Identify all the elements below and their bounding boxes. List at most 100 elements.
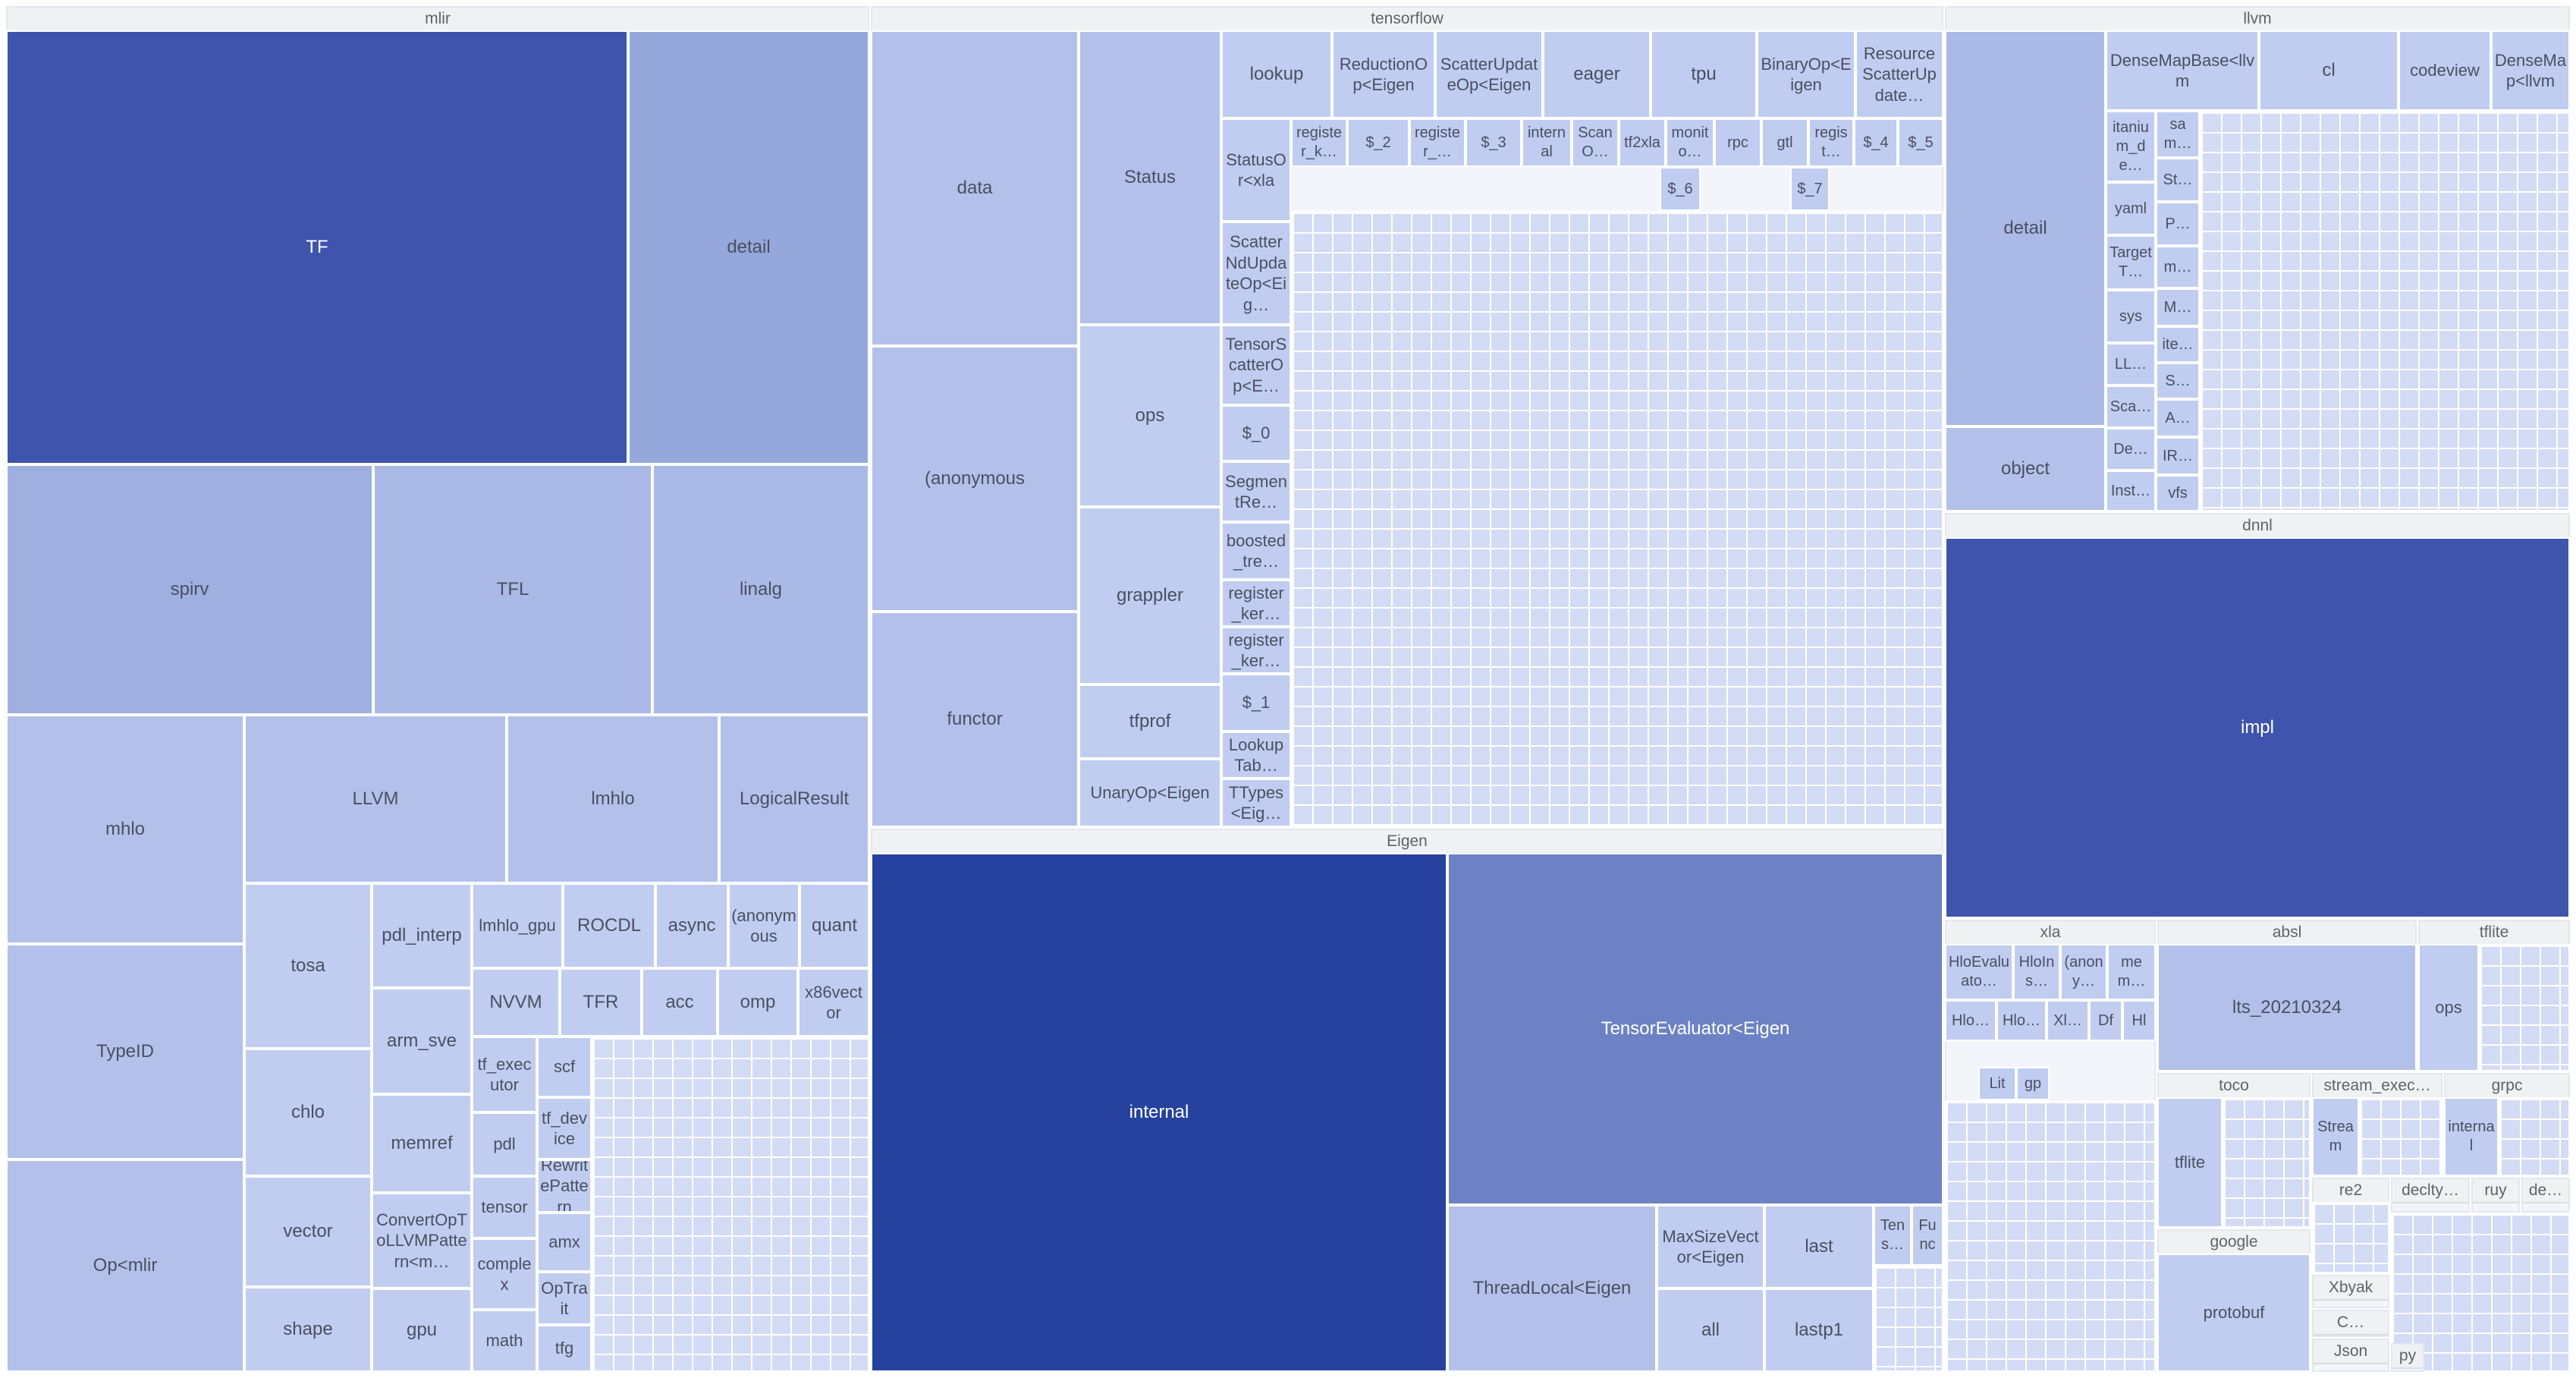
cell-absl-lts[interactable]: lts_20210324 [2157, 944, 2417, 1071]
cell-mlir-optrait[interactable]: OpTrait [537, 1272, 592, 1325]
cell-mlir-linalg[interactable]: linalg [652, 464, 869, 715]
cell-mlir-acc[interactable]: acc [642, 968, 718, 1037]
cell-mlir-op[interactable]: Op<mlir [6, 1159, 244, 1372]
cell-eigen-lastp1[interactable]: lastp1 [1764, 1288, 1874, 1372]
cell-mlir-x86vector[interactable]: x86vector [798, 968, 869, 1037]
cell-mlir-async[interactable]: async [655, 883, 728, 968]
cell-llvm-ll[interactable]: LL… [2106, 343, 2156, 385]
cell-google-protobuf[interactable]: protobuf [2157, 1254, 2311, 1372]
cell-mlir-shape[interactable]: shape [244, 1287, 372, 1372]
cell-xla-hlo2[interactable]: Hlo… [1996, 1000, 2047, 1041]
cell-tf-s3[interactable]: $_3 [1465, 118, 1522, 167]
cell-llvm-p[interactable]: P… [2156, 202, 2200, 246]
cell-tf-regist[interactable]: regist… [1808, 118, 1854, 167]
cell-tf-resourcescatter[interactable]: ResourceScatterUpdate… [1855, 30, 1943, 118]
cell-tf-gtl[interactable]: gtl [1761, 118, 1808, 167]
cell-llvm-densemapbase[interactable]: DenseMapBase<llvm [2106, 30, 2259, 111]
cell-xla-gp[interactable]: gp [2016, 1067, 2050, 1100]
cell-tf-statusor[interactable]: StatusOr<xla [1221, 118, 1291, 222]
cell-tf-scatterupdateop[interactable]: ScatterUpdateOp<Eigen [1435, 30, 1543, 118]
cell-tflite-ops[interactable]: ops [2418, 944, 2479, 1071]
cell-mlir-tensor[interactable]: tensor [472, 1176, 537, 1238]
cell-xla-hloevaluato[interactable]: HloEvaluato… [1945, 944, 2013, 1000]
cell-llvm-inst[interactable]: Inst… [2106, 470, 2156, 511]
cell-mlir-lmhlo-gpu[interactable]: lmhlo_gpu [472, 883, 563, 968]
cell-mlir-tosa[interactable]: tosa [244, 883, 372, 1049]
cell-toco-tflite[interactable]: tflite [2157, 1097, 2223, 1228]
cell-llvm-mm[interactable]: M… [2156, 288, 2200, 326]
cell-xla-lit[interactable]: Lit [1978, 1067, 2016, 1100]
cell-stream-stream[interactable]: Stream [2312, 1097, 2359, 1176]
cell-tf-tf2xla[interactable]: tf2xla [1619, 118, 1666, 167]
cell-eigen-tensorevaluator[interactable]: TensorEvaluator<Eigen [1447, 853, 1943, 1205]
cell-tf-lookup[interactable]: lookup [1221, 30, 1332, 118]
cell-llvm-m[interactable]: m… [2156, 246, 2200, 288]
cell-llvm-s[interactable]: S… [2156, 363, 2200, 399]
cell-llvm-sam[interactable]: sam… [2156, 111, 2200, 158]
cell-mlir-chlo[interactable]: chlo [244, 1049, 372, 1176]
cell-llvm-codeview[interactable]: codeview [2399, 30, 2491, 111]
cell-mlir-lmhlo[interactable]: lmhlo [507, 715, 719, 883]
cell-tf-s1[interactable]: $_1 [1221, 674, 1291, 731]
cell-mlir-vector[interactable]: vector [244, 1176, 372, 1287]
cell-mlir-gpu[interactable]: gpu [372, 1288, 472, 1372]
cell-tf-reductionop[interactable]: ReductionOp<Eigen [1332, 30, 1435, 118]
cell-tf-tpu[interactable]: tpu [1651, 30, 1757, 118]
cell-mlir-memref[interactable]: memref [372, 1094, 472, 1193]
cell-mlir-amx[interactable]: amx [537, 1213, 592, 1272]
cell-tf-lookuptab[interactable]: LookupTab… [1221, 731, 1291, 779]
cell-eigen-all[interactable]: all [1657, 1288, 1764, 1372]
cell-llvm-sys[interactable]: sys [2106, 290, 2156, 343]
cell-tf-unaryop[interactable]: UnaryOp<Eigen [1079, 759, 1221, 827]
cell-mlir-rocdl[interactable]: ROCDL [563, 883, 655, 968]
cell-llvm-vfs[interactable]: vfs [2156, 475, 2200, 511]
cell-tf-regker2[interactable]: register_ker… [1221, 627, 1291, 674]
cell-tf-regis[interactable]: register_… [1409, 118, 1465, 167]
cell-llvm-object[interactable]: object [1945, 426, 2106, 511]
cell-tf-regker1[interactable]: register_ker… [1221, 580, 1291, 627]
cell-grpc-internal[interactable]: internal [2444, 1097, 2499, 1176]
cell-mlir-logicalresult[interactable]: LogicalResult [719, 715, 869, 883]
cell-tf-binaryop[interactable]: BinaryOp<Eigen [1757, 30, 1855, 118]
cell-llvm-densemap[interactable]: DenseMap<llvm [2491, 30, 2570, 111]
cell-mlir-math[interactable]: math [472, 1310, 537, 1372]
cell-dnnl-impl[interactable]: impl [1945, 537, 2570, 918]
cell-tf-rpc[interactable]: rpc [1714, 118, 1761, 167]
cell-tf-grappler[interactable]: grappler [1079, 507, 1221, 684]
cell-tf-s2[interactable]: $_2 [1347, 118, 1409, 167]
cell-tf-s4[interactable]: $_4 [1854, 118, 1898, 167]
cell-mlir-tfg[interactable]: tfg [537, 1325, 592, 1372]
cell-mlir-quant[interactable]: quant [800, 883, 869, 968]
cell-xla-hlo1[interactable]: Hlo… [1945, 1000, 1996, 1041]
cell-tf-data[interactable]: data [871, 30, 1079, 346]
cell-xla-xl[interactable]: Xl… [2047, 1000, 2089, 1041]
cell-mlir-rewritep[interactable]: RewritePattern [537, 1159, 592, 1213]
cell-mlir-arm-sve[interactable]: arm_sve [372, 988, 472, 1094]
cell-mlir-pdl[interactable]: pdl [472, 1112, 537, 1176]
cell-tf-functor[interactable]: functor [871, 612, 1079, 827]
cell-xla-anony[interactable]: (anony… [2060, 944, 2107, 1000]
cell-mlir-complex[interactable]: complex [472, 1238, 537, 1310]
cell-tf-regk[interactable]: register_k… [1291, 118, 1347, 167]
cell-eigen-threadlocal[interactable]: ThreadLocal<Eigen [1447, 1205, 1657, 1372]
cell-llvm-de[interactable]: De… [2106, 428, 2156, 470]
cell-tf-s7[interactable]: $_7 [1790, 167, 1830, 211]
cell-llvm-sca[interactable]: Sca… [2106, 385, 2156, 428]
cell-mlir-convertop[interactable]: ConvertOpToLLVMPattern<m… [372, 1193, 472, 1288]
cell-xla-df[interactable]: Df [2089, 1000, 2122, 1041]
cell-llvm-itanium[interactable]: itanium_de… [2106, 111, 2156, 182]
cell-tf-boosted[interactable]: boosted_tre… [1221, 522, 1291, 580]
cell-llvm-st[interactable]: St… [2156, 158, 2200, 202]
cell-llvm-ite[interactable]: ite… [2156, 326, 2200, 363]
cell-tf-scatternd[interactable]: ScatterNdUpdateOp<Eig… [1221, 222, 1291, 325]
cell-mlir-detail[interactable]: detail [628, 30, 869, 464]
cell-xla-me[interactable]: me m… [2107, 944, 2156, 1000]
cell-xla-hl[interactable]: Hl [2122, 1000, 2156, 1041]
cell-mlir-tf-executor[interactable]: tf_executor [472, 1037, 537, 1112]
cell-tf-anonymous[interactable]: (anonymous [871, 346, 1079, 612]
cell-eigen-maxsize[interactable]: MaxSizeVector<Eigen [1657, 1205, 1764, 1288]
cell-eigen-internal[interactable]: internal [871, 853, 1447, 1372]
cell-mlir-tf[interactable]: TF [6, 30, 628, 464]
cell-mlir-tf-device[interactable]: tf_device [537, 1097, 592, 1159]
cell-llvm-cl[interactable]: cl [2259, 30, 2399, 111]
